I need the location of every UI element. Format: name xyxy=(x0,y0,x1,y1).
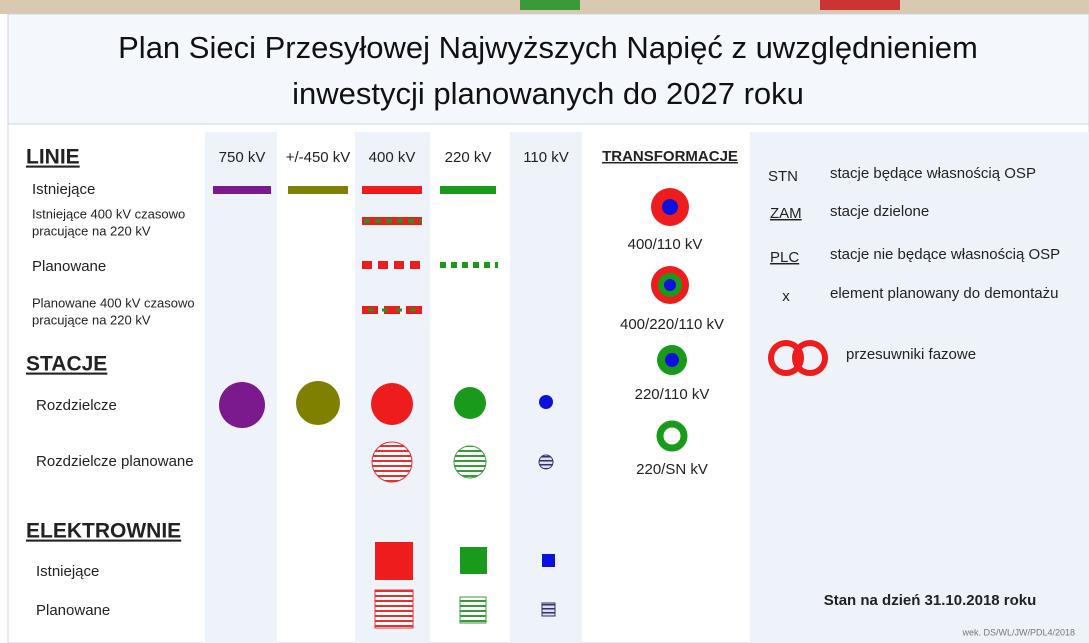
plant-symbol xyxy=(459,596,487,624)
title: inwestycji planowanych do 2027 roku xyxy=(292,76,804,111)
transformer-symbol xyxy=(664,279,676,291)
row-label: Istniejące xyxy=(32,181,95,198)
voltage-header: +/-450 kV xyxy=(286,149,351,166)
row-label: Planowane xyxy=(32,258,106,275)
row-label: pracujące na 220 kV xyxy=(32,312,151,327)
station-symbol xyxy=(371,441,413,483)
title-box xyxy=(7,13,1089,125)
abbr-code: STN xyxy=(768,168,798,185)
transformer-label: 220/110 kV xyxy=(635,386,710,403)
station-symbol xyxy=(538,454,554,470)
voltage-header: 110 kV xyxy=(523,149,569,166)
transformer-label: 220/SN kV xyxy=(636,461,708,478)
section-heading: TRANSFORMACJE xyxy=(602,148,738,165)
transformer-label: 400/220/110 kV xyxy=(620,316,724,333)
info-band xyxy=(750,132,1089,643)
plant-symbol xyxy=(541,602,556,617)
station-symbol xyxy=(296,381,340,425)
title: Plan Sieci Przesyłowej Najwyższych Napię… xyxy=(118,30,978,65)
abbr-text: stacje dzielone xyxy=(830,203,929,220)
plant-symbol xyxy=(542,554,555,567)
plant-symbol xyxy=(375,542,413,580)
section-heading: LINIE xyxy=(26,146,80,169)
voltage-header: 750 kV xyxy=(219,149,266,166)
line-symbol xyxy=(362,186,422,194)
row-label: Istniejące xyxy=(36,563,99,580)
abbr-code: x xyxy=(782,288,790,305)
row-label: Planowane 400 kV czasowo xyxy=(32,295,195,310)
row-label: pracujące na 220 kV xyxy=(32,223,151,238)
abbr-text: stacje będące własnością OSP xyxy=(830,165,1036,182)
transformer-symbol xyxy=(665,353,679,367)
abbr-text: element planowany do demontażu xyxy=(830,285,1059,302)
line-symbol xyxy=(440,186,496,194)
row-label: Rozdzielcze planowane xyxy=(36,453,194,470)
phase-shifter-label: przesuwniki fazowe xyxy=(846,346,976,363)
station-symbol xyxy=(454,387,486,419)
abbr-code: ZAM xyxy=(770,205,802,222)
map-strip xyxy=(820,0,900,10)
station-symbol xyxy=(453,445,487,479)
abbr-text: stacje nie będące własnością OSP xyxy=(830,246,1060,263)
row-label: Rozdzielcze xyxy=(36,397,117,414)
transformer-symbol xyxy=(662,199,678,215)
plant-symbol xyxy=(374,589,414,629)
station-symbol xyxy=(219,382,265,428)
row-label: Istniejące 400 kV czasowo xyxy=(32,206,185,221)
transformer-label: 400/110 kV xyxy=(628,236,703,253)
abbr-code: PLC xyxy=(770,249,799,266)
doc-code: wek. DS/WL/JW/PDL4/2018 xyxy=(961,627,1075,637)
phase-shifter-symbol xyxy=(792,340,828,376)
voltage-header: 400 kV xyxy=(369,149,416,166)
section-heading: ELEKTROWNIE xyxy=(26,520,181,543)
station-symbol xyxy=(539,395,553,409)
line-symbol xyxy=(213,186,271,194)
transformer-symbol xyxy=(656,420,688,452)
map-strip xyxy=(520,0,580,10)
section-heading: STACJE xyxy=(26,353,107,376)
plant-symbol xyxy=(460,547,487,574)
phase-shifter-symbol xyxy=(768,340,804,376)
voltage-header: 220 kV xyxy=(445,149,492,166)
station-symbol xyxy=(371,383,413,425)
status-date: Stan na dzień 31.10.2018 roku xyxy=(824,592,1037,609)
line-symbol xyxy=(288,186,348,194)
row-label: Planowane xyxy=(36,602,110,619)
